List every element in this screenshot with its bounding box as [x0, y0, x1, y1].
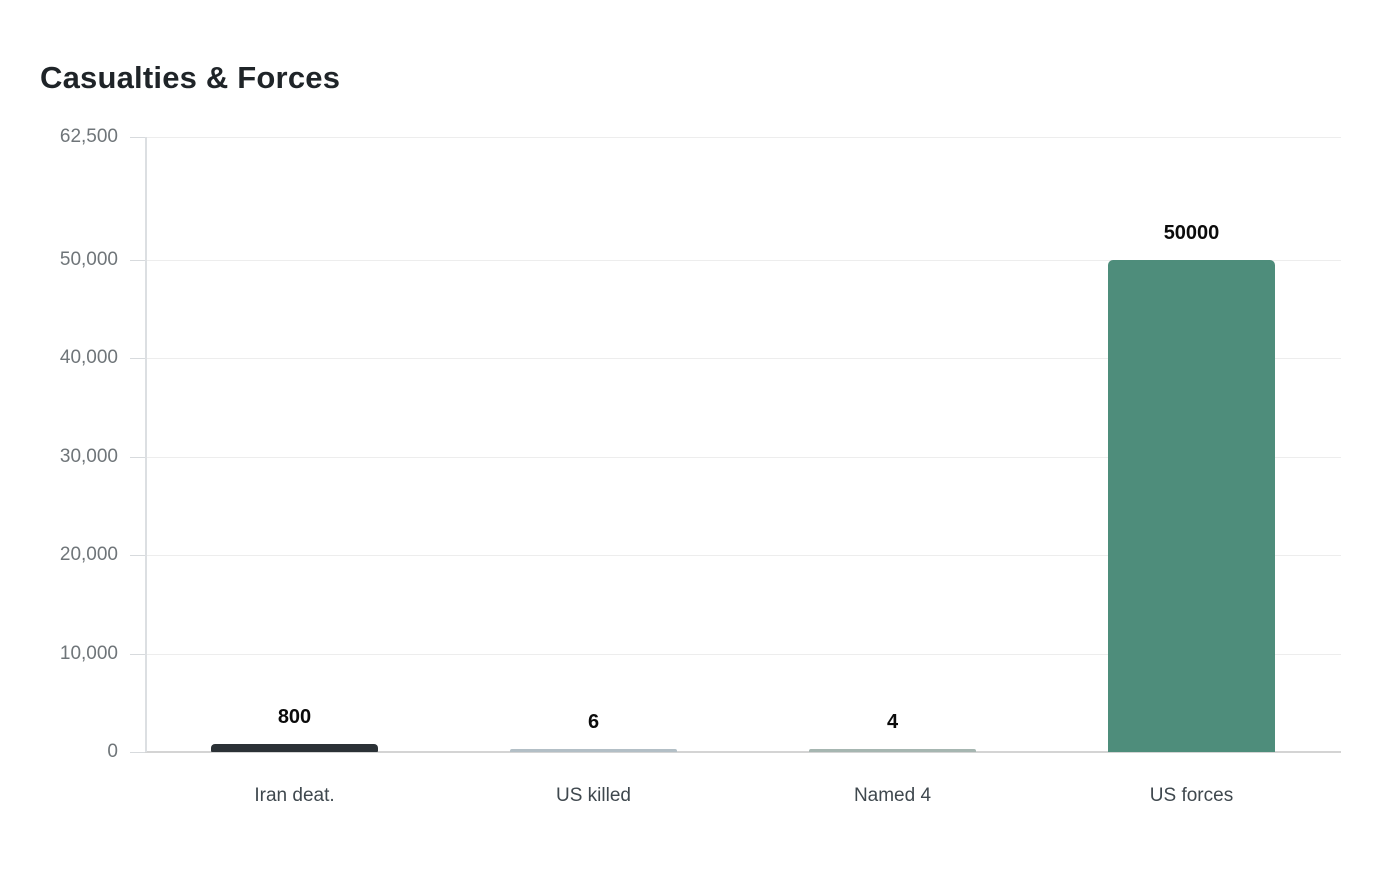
- bar-value-label: 6: [587, 711, 600, 733]
- y-axis-tick-label: 30,000: [59, 445, 118, 467]
- y-axis-tick-label: 10,000: [59, 642, 118, 664]
- x-axis-category-label: US forces: [1149, 785, 1234, 806]
- chart-title: Casualties & Forces: [40, 60, 341, 95]
- bar-iran-deat-: [211, 744, 378, 752]
- y-axis-tick-label: 0: [107, 741, 118, 762]
- y-tick-10000: [130, 653, 145, 655]
- gridline-0: [145, 751, 1341, 753]
- bar-us-killed: [510, 749, 677, 752]
- gridline-10000: [145, 653, 1341, 655]
- gridline-30000: [145, 456, 1341, 458]
- y-axis-tick-label: 50,000: [59, 249, 118, 270]
- gridline-40000: [145, 358, 1341, 360]
- gridline-20000: [145, 555, 1341, 557]
- bar-value-label: 50000: [1163, 222, 1220, 244]
- y-tick-30000: [130, 456, 145, 458]
- x-axis-category-label: Iran deat.: [254, 785, 335, 806]
- y-tick-50000: [130, 260, 145, 261]
- y-axis-line: [145, 137, 147, 752]
- gridline-50000: [145, 260, 1341, 261]
- y-tick-20000: [130, 555, 145, 557]
- y-tick-40000: [130, 358, 145, 360]
- y-axis-tick-label: 20,000: [59, 544, 118, 566]
- gridline-62500: [145, 137, 1341, 138]
- bar-value-label: 800: [277, 706, 312, 728]
- bar-us-forces: [1108, 260, 1275, 752]
- bar-value-label: 4: [886, 711, 899, 733]
- x-axis-category-label: Named 4: [853, 785, 932, 806]
- bar-named-4: [809, 749, 976, 752]
- y-axis-tick-label: 62,500: [59, 126, 118, 147]
- y-tick-0: [130, 752, 145, 753]
- x-axis-category-label: US killed: [556, 785, 631, 806]
- y-axis-tick-label: 40,000: [59, 347, 118, 369]
- y-tick-62500: [130, 137, 145, 138]
